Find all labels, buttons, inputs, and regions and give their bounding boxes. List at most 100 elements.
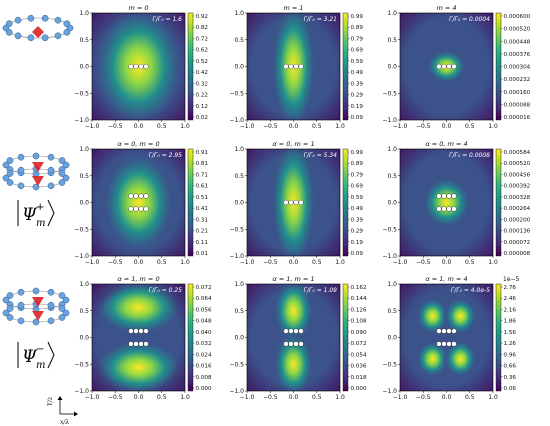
atom-dot (436, 193, 442, 199)
atom-dot (436, 341, 442, 347)
x-tick-label: 0.5 (157, 123, 167, 130)
x-tick-label: 0.0 (289, 394, 299, 401)
colorbar-tick-label: 0.000160 (504, 90, 531, 96)
colorbar-tick-label: 0.31 (196, 217, 209, 223)
row-label-psi-plus: Ψ + m (17, 199, 55, 229)
x-tick-label: 0.5 (465, 123, 475, 130)
colorbar-tick-label: 0.12 (196, 104, 208, 110)
colorbar-tick-label: 0.000456 (504, 172, 531, 178)
x-tick-label: −1.0 (85, 259, 100, 266)
atom-dot (143, 206, 149, 212)
y-tick-label: −0.5 (229, 90, 244, 97)
colorbar-tick-label: 0.02 (196, 115, 208, 121)
x-tick-label: −0.5 (263, 394, 278, 401)
atom-dot (298, 328, 304, 334)
y-tick-label: 0.5 (79, 173, 89, 180)
atom-dot (298, 63, 304, 70)
colorbar-tick-label: 0.69 (351, 48, 364, 54)
atom-dot (133, 341, 139, 347)
atom-dot (133, 328, 139, 334)
colorbar-tick-label: 0.49 (351, 70, 364, 76)
colorbar-tick-label: 0.79 (351, 36, 364, 42)
y-tick-label: −1.0 (229, 117, 244, 124)
x-tick-label: 0.5 (157, 394, 167, 401)
psi-minus-sub: m (36, 360, 45, 371)
y-tick-label: −0.5 (382, 90, 397, 97)
colorbar-tick-label: 0.008 (196, 375, 212, 381)
colorbar-tick-label: 0.016 (196, 364, 212, 370)
y-tick-label: 1.0 (387, 146, 397, 153)
gamma-annotation: Γ/Γ₀ = 0.0008 (449, 152, 490, 159)
colorbar-tick-label: 0.61 (196, 184, 209, 190)
colorbar-tick-label: 0.49 (351, 206, 364, 212)
x-tick-label: 0.5 (312, 394, 322, 401)
panel-title: α = 1, m = 0 (117, 275, 159, 283)
y-tick-label: −0.5 (74, 361, 89, 368)
atom-dot (283, 63, 289, 70)
colorbar-tick-label: 0.040 (196, 330, 212, 336)
colorbar-tick-label: 0.000392 (504, 184, 531, 190)
x-tick-label: 1.0 (488, 394, 498, 401)
colorbar (495, 12, 502, 121)
colorbar-tick-label: 0.000232 (504, 77, 531, 83)
y-tick-label: 0.5 (79, 37, 89, 44)
gamma-annotation: Γ/Γ₀ = 0.25 (149, 287, 182, 294)
colorbar-tick-label: 0.056 (196, 307, 212, 313)
x-tick-label: 1.0 (180, 394, 190, 401)
colorbar-tick-label: 0.09 (351, 115, 364, 121)
y-tick-label: −1.0 (382, 117, 397, 124)
ring-schematic-row3 (2, 287, 70, 326)
y-tick-label: 0.5 (79, 308, 89, 315)
colorbar-tick-label: 0.000600 (504, 14, 531, 20)
ring-schematic-row1 (2, 14, 74, 42)
x-tick-label: 1.0 (488, 123, 498, 130)
y-tick-label: 0.5 (387, 37, 397, 44)
atom-dot (128, 328, 134, 334)
colorbar (495, 148, 502, 257)
panel-title: m = 1 (283, 4, 303, 12)
y-tick-label: −0.5 (229, 226, 244, 233)
colorbar (495, 283, 502, 392)
colorbar-tick-label: 0.108 (351, 319, 367, 325)
y-tick-label: 0.0 (387, 64, 397, 71)
heatmap-panel-6: α = 0, m = 4 Γ/Γ₀ = 0.0008 1.0 0.5 0.0 −0.5 −1… (382, 140, 530, 266)
y-tick-label: 1.0 (234, 10, 244, 17)
colorbar (187, 148, 194, 257)
colorbar-tick-label: 0.144 (351, 296, 367, 302)
atom-dot (128, 341, 134, 347)
psi-plus-sub: m (36, 218, 45, 229)
x-tick-label: 0.0 (134, 394, 144, 401)
psi-minus-symbol: Ψ (22, 347, 38, 367)
colorbar-tick-label: 0.59 (351, 59, 364, 65)
gamma-annotation: Γ/Γ₀ = 3.21 (304, 16, 337, 23)
atom-dot (128, 63, 134, 70)
atom-dot (283, 328, 289, 334)
heatmap-panel-8: α = 1, m = 1 Γ/Γ₀ = 1.09 1.0 0.5 0.0 −0.5 −1.0… (229, 275, 367, 401)
row-label-psi-minus: Ψ − m (17, 341, 55, 371)
y-tick-label: 1.0 (79, 146, 89, 153)
y-tick-label: −1.0 (382, 253, 397, 260)
atom-dot (138, 63, 144, 70)
colorbar-tick-label: 0.064 (196, 296, 212, 302)
colorbar-tick-label: 0.072 (351, 341, 367, 347)
panel-title: α = 0, m = 4 (425, 140, 467, 148)
colorbar-tick-label: 0.032 (196, 341, 212, 347)
y-tick-label: −1.0 (229, 388, 244, 395)
x-tick-label: −0.5 (416, 259, 431, 266)
atom-dot (451, 328, 457, 334)
panel-title: α = 1, m = 1 (272, 275, 314, 283)
colorbar-tick-label: 0.99 (351, 150, 364, 156)
colorbar-tick-label: 0.162 (351, 285, 367, 291)
colorbar-tick-label: 0.36 (504, 375, 517, 381)
colorbar (342, 148, 349, 257)
x-tick-label: 0.0 (134, 259, 144, 266)
atom-dot (288, 341, 294, 347)
atom-dot (451, 193, 457, 199)
colorbar-tick-label: 2.46 (504, 296, 517, 302)
atom-dot (441, 328, 447, 334)
gamma-annotation: Γ/Γ₀ = 1.6 (153, 16, 183, 23)
colorbar-tick-label: 0.52 (196, 59, 208, 65)
colorbar-tick-label: 1.86 (504, 319, 517, 325)
x-tick-label: 1.0 (335, 259, 345, 266)
colorbar (342, 283, 349, 392)
